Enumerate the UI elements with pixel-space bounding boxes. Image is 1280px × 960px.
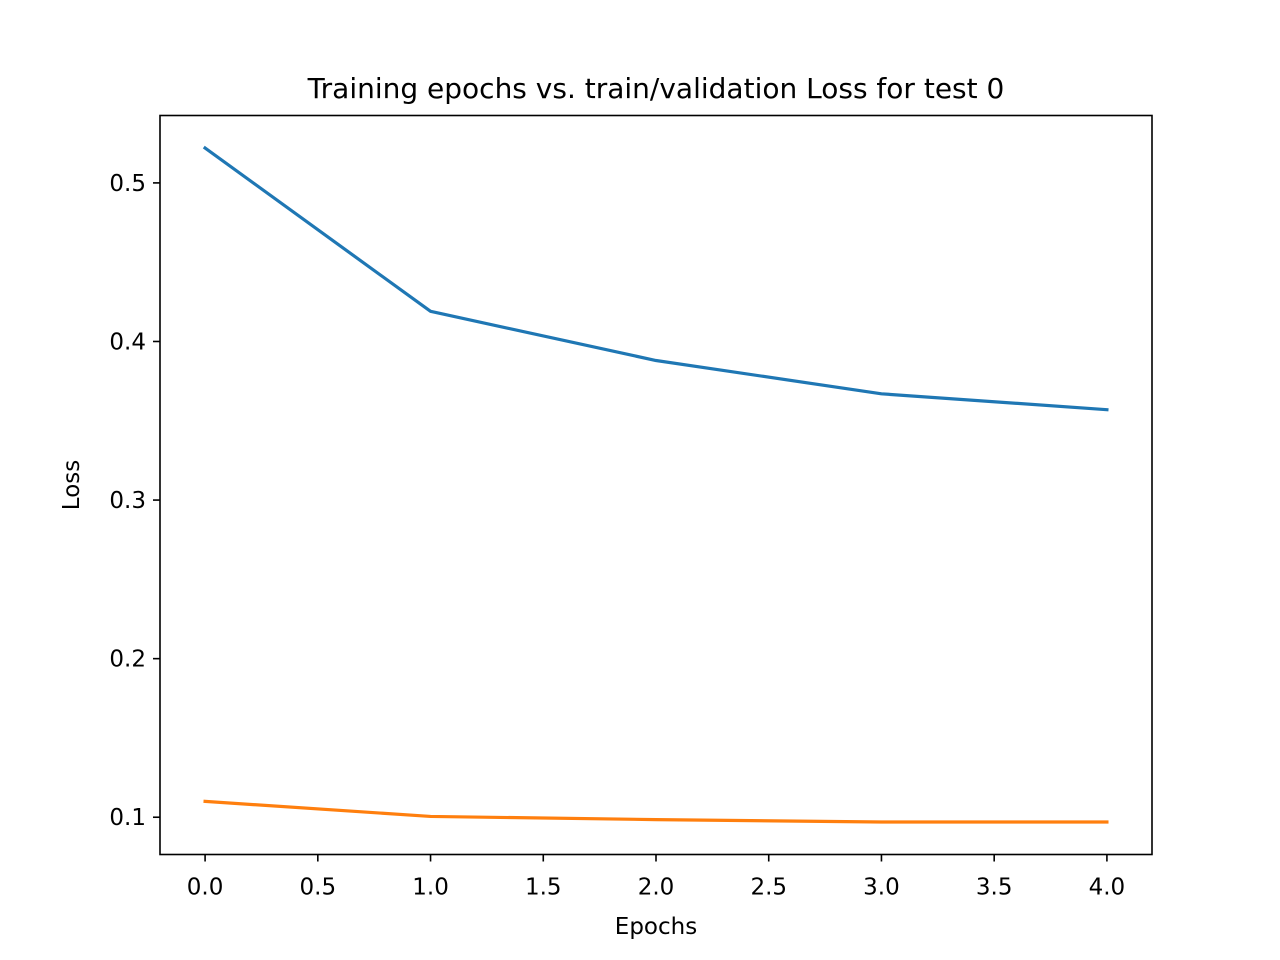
x-tick-label: 1.0 — [412, 875, 449, 901]
x-tick-label: 1.5 — [525, 875, 562, 901]
x-tick-label: 2.5 — [750, 875, 787, 901]
x-axis-label: Epochs — [615, 914, 697, 940]
y-tick-label: 0.3 — [109, 488, 146, 514]
plot-lines — [202, 145, 1109, 824]
x-tick-label: 2.0 — [638, 875, 675, 901]
y-tick-label: 0.1 — [109, 805, 146, 831]
y-axis-label: Loss — [59, 460, 85, 510]
y-tick-label: 0.5 — [109, 171, 146, 197]
series-line-1 — [203, 799, 1109, 824]
series-line-0 — [202, 145, 1109, 412]
x-tick-label: 3.5 — [976, 875, 1013, 901]
x-tick-label: 4.0 — [1089, 875, 1126, 901]
x-tick-label: 0.5 — [300, 875, 337, 901]
x-axis: 0.0 0.5 1.0 1.5 2.0 2.5 3.0 3.5 4.0 — [187, 854, 1126, 901]
y-axis: 0.1 0.2 0.3 0.4 0.5 — [109, 171, 160, 831]
plot-frame — [159, 114, 1153, 856]
x-tick-label: 0.0 — [187, 875, 224, 901]
x-tick-label: 3.0 — [863, 875, 900, 901]
y-tick-label: 0.2 — [109, 647, 146, 673]
y-tick-label: 0.4 — [109, 329, 146, 355]
chart-title: Training epochs vs. train/validation Los… — [307, 72, 1005, 105]
